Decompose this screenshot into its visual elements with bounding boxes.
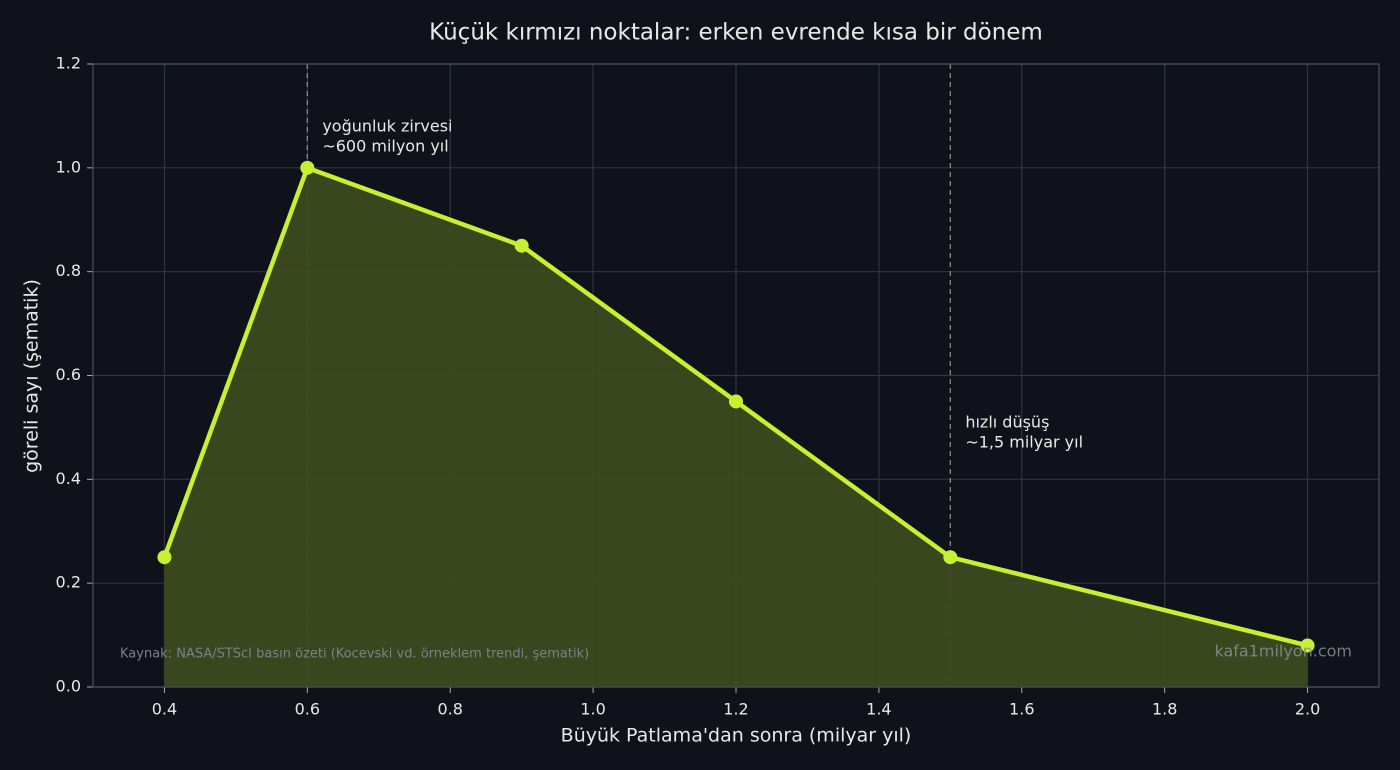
y-tick-label: 0.0 [56, 677, 81, 696]
y-tick-label: 0.8 [56, 261, 81, 280]
area [164, 167, 1308, 688]
y-tick-label: 0.6 [56, 365, 81, 384]
y-tick-label: 0.4 [56, 469, 81, 488]
plot-frame [92, 63, 1380, 688]
x-tick-label: 0.6 [295, 700, 320, 719]
point [300, 160, 315, 175]
x-tick-label: 1.2 [723, 700, 748, 719]
source-note: Kaynak: NASA/STScI basın özeti (Kocevski… [120, 647, 589, 662]
point [729, 394, 743, 409]
x-tick-label: 1.6 [1009, 700, 1034, 719]
annotation: yoğunluk zirvesi [322, 117, 452, 136]
x-tick-label: 1.4 [866, 700, 891, 719]
annotation: ~1,5 milyar yıl [965, 433, 1083, 452]
y-tick-label: 0.2 [56, 573, 81, 592]
annotation: ~600 milyon yıl [322, 137, 448, 156]
x-axis-label: Büyük Patlama'dan sonra (milyar yıl) [561, 725, 912, 747]
point [1300, 638, 1315, 653]
x-tick-label: 0.8 [437, 700, 462, 719]
x-tick-label: 1.8 [1152, 700, 1177, 719]
x-tick-label: 1.0 [580, 700, 605, 719]
x-tick-label: 2.0 [1295, 700, 1320, 719]
point [157, 550, 172, 565]
point [943, 550, 958, 565]
y-tick-label: 1.0 [56, 157, 81, 176]
y-tick-label: 1.2 [56, 54, 81, 73]
x-tick-label: 0.4 [152, 700, 177, 719]
annotation: hızlı düşüş [965, 413, 1049, 432]
point [514, 238, 529, 253]
line [162, 165, 1309, 648]
y-axis-label: göreli sayı (şematik) [21, 279, 43, 473]
chart-title: Küçük kırmızı noktalar: erken evrende kı… [429, 20, 1043, 46]
watermark: kafa1milyon.com [1214, 642, 1352, 661]
